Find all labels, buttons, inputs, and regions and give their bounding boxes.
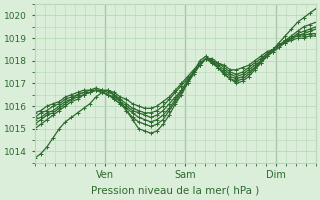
X-axis label: Pression niveau de la mer( hPa ): Pression niveau de la mer( hPa ) <box>91 186 260 196</box>
